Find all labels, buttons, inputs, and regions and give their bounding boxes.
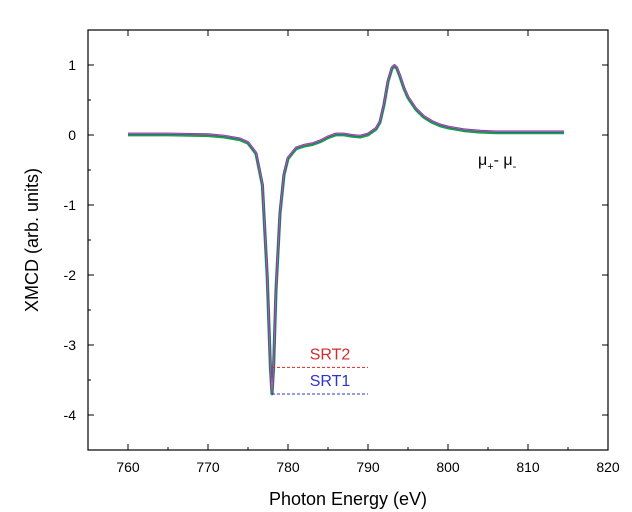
srt1-label: SRT1 (310, 373, 351, 390)
x-tick-label: 790 (356, 459, 380, 475)
series-line-blue (128, 64, 564, 394)
x-tick-label: 770 (196, 459, 220, 475)
y-tick-label: -2 (64, 267, 77, 283)
series-line-green (128, 64, 564, 396)
x-ticks: 760 770 780 790 800 810 820 (87, 30, 620, 475)
x-tick-label: 760 (116, 459, 140, 475)
y-tick-label: 1 (68, 57, 76, 73)
annotation-layer: SRT2 SRT1 (272, 346, 368, 395)
y-tick-label: -4 (64, 407, 77, 423)
x-tick-label: 800 (436, 459, 460, 475)
x-tick-label: 810 (516, 459, 540, 475)
series-layer (128, 64, 564, 396)
y-tick-label: -3 (64, 337, 77, 353)
x-axis-title: Photon Energy (eV) (269, 489, 427, 509)
y-tick-label: -1 (64, 197, 77, 213)
y-ticks: 1 0 -1 -2 -3 -4 (64, 29, 608, 451)
srt2-label: SRT2 (310, 346, 351, 363)
y-tick-label: 0 (68, 127, 76, 143)
series-line-magenta (128, 64, 564, 394)
x-tick-label: 820 (596, 459, 620, 475)
x-tick-label: 780 (276, 459, 300, 475)
y-axis-title: XMCD (arb. units) (22, 168, 42, 312)
mu-difference-label: μ+- μ- (478, 152, 517, 173)
